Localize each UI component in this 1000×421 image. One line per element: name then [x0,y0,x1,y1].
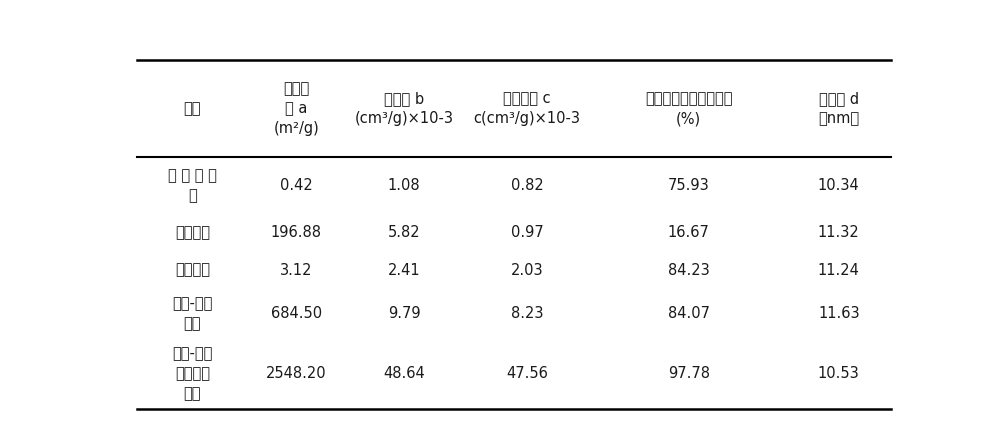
Text: 微孔孔容占总孔容比率
(%): 微孔孔容占总孔容比率 (%) [645,91,732,126]
Text: 16.67: 16.67 [668,225,710,240]
Text: 三 种 原 淀
粉: 三 种 原 淀 粉 [168,168,217,203]
Text: 684.50: 684.50 [271,306,322,321]
Text: 8.23: 8.23 [511,306,543,321]
Text: 微孔孔容 c
c(cm³/g)×10-3: 微孔孔容 c c(cm³/g)×10-3 [474,91,581,126]
Text: 84.07: 84.07 [668,306,710,321]
Text: 0.42: 0.42 [280,179,313,193]
Text: 11.32: 11.32 [818,225,860,240]
Text: 97.78: 97.78 [668,366,710,381]
Text: 3.12: 3.12 [280,263,313,277]
Text: 84.23: 84.23 [668,263,710,277]
Text: 孔尺寸 d
（nm）: 孔尺寸 d （nm） [818,91,859,126]
Text: 5.82: 5.82 [388,225,420,240]
Text: 11.24: 11.24 [818,263,860,277]
Text: 2548.20: 2548.20 [266,366,327,381]
Text: 47.56: 47.56 [506,366,548,381]
Text: 多孔淀粉: 多孔淀粉 [175,225,210,240]
Text: 1.08: 1.08 [388,179,420,193]
Text: 交联-酶解
超微改性
淀粉: 交联-酶解 超微改性 淀粉 [172,346,213,401]
Text: 10.34: 10.34 [818,179,860,193]
Text: 交联淀粉: 交联淀粉 [175,263,210,277]
Text: 0.97: 0.97 [511,225,544,240]
Text: 196.88: 196.88 [271,225,322,240]
Text: 材料: 材料 [184,101,201,116]
Text: 11.63: 11.63 [818,306,860,321]
Text: 比表面
积 a
(m²/g): 比表面 积 a (m²/g) [273,82,319,136]
Text: 9.79: 9.79 [388,306,420,321]
Text: 2.03: 2.03 [511,263,543,277]
Text: 75.93: 75.93 [668,179,710,193]
Text: 交联-酶解
淀粉: 交联-酶解 淀粉 [172,296,213,331]
Text: 0.82: 0.82 [511,179,544,193]
Text: 10.53: 10.53 [818,366,860,381]
Text: 48.64: 48.64 [383,366,425,381]
Text: 总孔容 b
(cm³/g)×10-3: 总孔容 b (cm³/g)×10-3 [355,91,454,126]
Text: 2.41: 2.41 [388,263,420,277]
